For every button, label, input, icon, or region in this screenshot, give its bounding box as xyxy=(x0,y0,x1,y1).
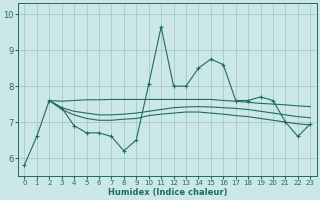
X-axis label: Humidex (Indice chaleur): Humidex (Indice chaleur) xyxy=(108,188,227,197)
